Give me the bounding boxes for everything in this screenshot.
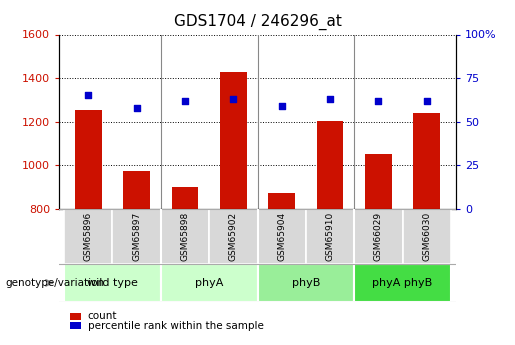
- Bar: [414, 113, 440, 209]
- Text: count: count: [88, 312, 117, 321]
- Bar: [268, 194, 295, 209]
- Bar: [75, 110, 101, 209]
- Text: GSM65898: GSM65898: [180, 212, 190, 261]
- Point: [132, 105, 141, 110]
- Bar: [306, 209, 354, 264]
- Text: GSM65904: GSM65904: [277, 212, 286, 261]
- Bar: [354, 264, 451, 302]
- Point: [374, 98, 383, 104]
- Bar: [64, 209, 112, 264]
- Point: [326, 96, 334, 102]
- Text: genotype/variation: genotype/variation: [5, 278, 104, 288]
- Bar: [112, 209, 161, 264]
- Bar: [70, 313, 81, 320]
- Point: [278, 103, 286, 109]
- Bar: [220, 71, 247, 209]
- Text: phyA: phyA: [195, 278, 224, 288]
- Bar: [258, 209, 306, 264]
- Bar: [161, 264, 258, 302]
- Bar: [209, 209, 258, 264]
- Bar: [354, 209, 403, 264]
- Text: GSM66030: GSM66030: [422, 212, 431, 261]
- Text: phyB: phyB: [291, 278, 320, 288]
- Bar: [365, 154, 392, 209]
- Bar: [123, 171, 150, 209]
- Text: GSM65896: GSM65896: [84, 212, 93, 261]
- Bar: [258, 264, 354, 302]
- Bar: [161, 209, 209, 264]
- Text: GSM65897: GSM65897: [132, 212, 141, 261]
- Text: GSM65910: GSM65910: [325, 212, 335, 261]
- Text: percentile rank within the sample: percentile rank within the sample: [88, 321, 264, 331]
- Point: [423, 98, 431, 104]
- Point: [181, 98, 189, 104]
- Text: GSM65902: GSM65902: [229, 212, 238, 261]
- Bar: [64, 264, 161, 302]
- Bar: [403, 209, 451, 264]
- Point: [84, 93, 92, 98]
- Title: GDS1704 / 246296_at: GDS1704 / 246296_at: [174, 14, 341, 30]
- Text: wild type: wild type: [87, 278, 138, 288]
- Text: phyA phyB: phyA phyB: [372, 278, 433, 288]
- Text: GSM66029: GSM66029: [374, 212, 383, 261]
- Bar: [171, 187, 198, 209]
- Bar: [317, 120, 344, 209]
- Bar: [70, 322, 81, 329]
- Point: [229, 96, 237, 102]
